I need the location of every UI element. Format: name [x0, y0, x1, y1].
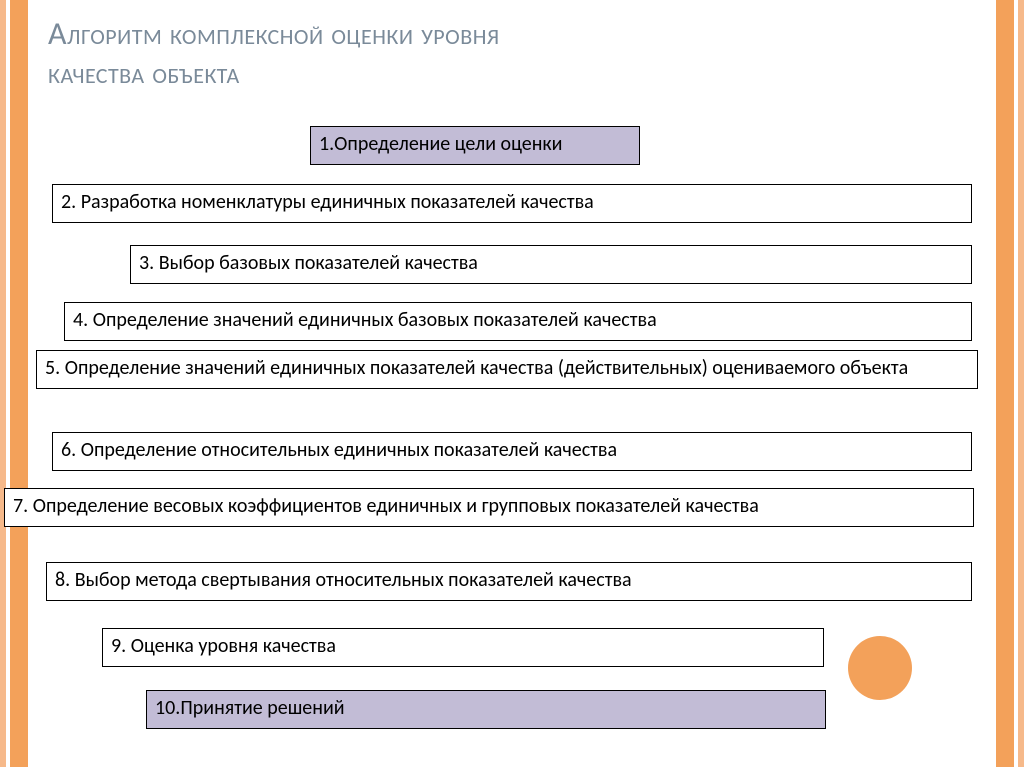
- step-5: 5. Определение значений единичных показа…: [36, 350, 978, 389]
- step-label: 2. Разработка номенклатуры единичных пок…: [61, 190, 594, 214]
- step-9: 9. Оценка уровня качества: [102, 628, 824, 667]
- stripe-outer-right: [1018, 0, 1024, 767]
- step-2: 2. Разработка номенклатуры единичных пок…: [52, 184, 972, 223]
- step-4: 4. Определение значений единичных базовы…: [64, 302, 972, 341]
- step-3: 3. Выбор базовых показателей качества: [130, 245, 972, 284]
- step-7: 7. Определение весовых коэффициентов еди…: [4, 488, 974, 527]
- step-label: 5. Определение значений единичных показа…: [45, 356, 908, 380]
- accent-circle: [848, 636, 912, 700]
- title-line1: Алгоритм комплексной оценки уровня: [48, 14, 948, 53]
- step-label: 8. Выбор метода свертывания относительны…: [55, 568, 632, 592]
- step-label: 4. Определение значений единичных базовы…: [73, 308, 657, 332]
- stripe-outer-left: [0, 0, 6, 767]
- step-label: 6. Определение относительных единичных п…: [61, 438, 617, 462]
- step-6: 6. Определение относительных единичных п…: [52, 432, 972, 471]
- step-label: 10.Принятие решений: [155, 696, 345, 720]
- title-line2: качества объекта: [48, 53, 948, 92]
- step-label: 3. Выбор базовых показателей качества: [139, 251, 478, 275]
- stripe-inner-left: [10, 0, 28, 767]
- step-label: 7. Определение весовых коэффициентов еди…: [13, 494, 759, 518]
- step-1: 1.Определение цели оценки: [310, 126, 640, 165]
- page-title: Алгоритм комплексной оценки уровня качес…: [48, 14, 948, 92]
- stripe-inner-right: [996, 0, 1014, 767]
- step-8: 8. Выбор метода свертывания относительны…: [46, 562, 972, 601]
- step-10: 10.Принятие решений: [146, 690, 826, 729]
- step-label: 9. Оценка уровня качества: [111, 634, 336, 658]
- step-label: 1.Определение цели оценки: [319, 132, 562, 156]
